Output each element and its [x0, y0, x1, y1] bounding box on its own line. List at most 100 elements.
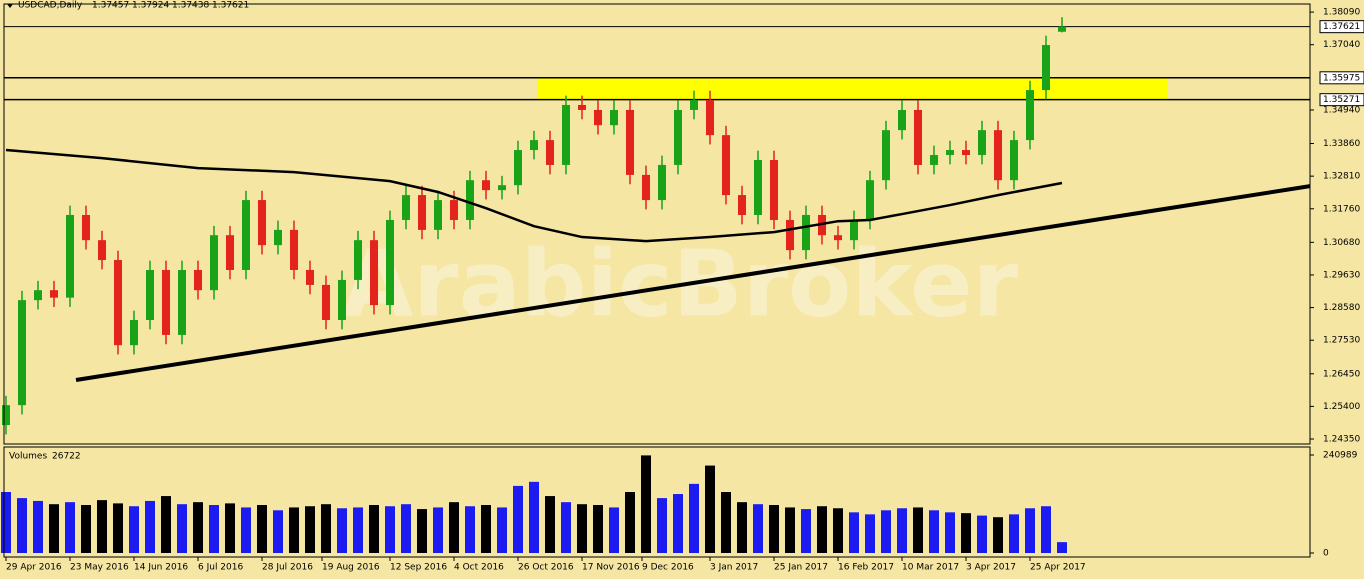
- candle-body: [578, 104, 586, 110]
- volume-y-tick-label: 240989: [1323, 451, 1358, 461]
- volume-bar: [545, 496, 555, 553]
- volume-bar: [401, 504, 411, 553]
- volume-bar: [673, 494, 683, 553]
- candle-body: [258, 200, 266, 246]
- candle-body: [706, 100, 714, 136]
- volume-bar: [897, 508, 907, 553]
- x-tick-label: 12 Sep 2016: [390, 563, 447, 573]
- candle-body: [98, 240, 106, 261]
- candle-body: [386, 219, 394, 306]
- volume-bar: [337, 508, 347, 553]
- x-tick-label: 25 Jan 2017: [774, 563, 828, 573]
- volume-bar: [753, 504, 763, 553]
- volume-bar: [65, 502, 75, 553]
- volume-bar: [497, 507, 507, 553]
- candle-body: [962, 150, 970, 156]
- y-tick-label: 1.29630: [1323, 270, 1360, 280]
- x-tick-label: 19 Aug 2016: [322, 563, 380, 573]
- x-tick-label: 14 Jun 2016: [134, 563, 188, 573]
- candle-body: [18, 300, 26, 406]
- y-tick-label: 1.32810: [1323, 172, 1360, 182]
- volume-last: 26722: [52, 452, 81, 462]
- candle-body: [690, 100, 698, 110]
- volume-y-tick-label: 0: [1323, 549, 1329, 559]
- y-tick-label: 1.28580: [1323, 303, 1360, 313]
- volume-bar: [353, 507, 363, 553]
- candle-body: [162, 269, 170, 335]
- candle-body: [658, 164, 666, 201]
- volume-bar: [641, 455, 651, 553]
- volume-bar: [273, 510, 283, 553]
- volume-bar: [705, 465, 715, 553]
- candle-body: [450, 200, 458, 220]
- x-tick-label: 4 Oct 2016: [454, 563, 504, 573]
- volume-bar: [225, 503, 235, 553]
- volume-bar: [609, 507, 619, 553]
- candle-body: [562, 104, 570, 165]
- candle-body: [1042, 45, 1050, 91]
- x-tick-label: 17 Nov 2016: [582, 563, 640, 573]
- candle-body: [642, 174, 650, 201]
- candle-body: [482, 180, 490, 191]
- x-tick-label: 16 Feb 2017: [838, 563, 894, 573]
- volume-bar: [289, 507, 299, 553]
- volume-bar: [961, 513, 971, 553]
- volume-bar: [305, 506, 315, 553]
- candle-body: [210, 235, 218, 291]
- volume-bar: [129, 506, 139, 553]
- candle-body: [338, 279, 346, 321]
- candle-body: [66, 214, 74, 298]
- volume-bar: [977, 515, 987, 553]
- candle-body: [674, 109, 682, 165]
- volume-bar: [1009, 514, 1019, 553]
- volume-bar: [241, 507, 251, 553]
- volume-bar: [945, 512, 955, 553]
- y-tick-label: 1.24350: [1323, 435, 1360, 445]
- volume-bar: [209, 505, 219, 553]
- candle-body: [2, 405, 10, 426]
- candle-body: [930, 155, 938, 165]
- candle-body: [978, 130, 986, 156]
- volume-frame: [3, 446, 1311, 558]
- candle-body: [1026, 90, 1034, 141]
- volume-bar: [913, 507, 923, 553]
- volume-bar: [657, 498, 667, 553]
- volume-bar: [1041, 506, 1051, 553]
- volume-bar: [577, 504, 587, 553]
- volume-bar: [49, 504, 59, 553]
- price-label-box: [1319, 20, 1364, 34]
- volume-bar: [161, 496, 171, 553]
- volume-bar: [785, 507, 795, 553]
- y-tick-label: 1.34940: [1323, 105, 1360, 115]
- y-tick-label: 1.31760: [1323, 204, 1360, 214]
- y-tick-label: 1.33860: [1323, 139, 1360, 149]
- x-tick-label: 3 Jan 2017: [710, 563, 758, 573]
- level-label-box: [1319, 93, 1364, 107]
- volume-panel: 0 240989: [1, 451, 1358, 559]
- volume-bar: [881, 510, 891, 553]
- candle-body: [274, 229, 282, 246]
- menu-icon[interactable]: [7, 4, 13, 8]
- x-tick-label: 23 May 2016: [70, 563, 129, 573]
- volume-bar: [321, 504, 331, 553]
- candle-body: [82, 214, 90, 241]
- volume-bar: [449, 502, 459, 553]
- header-high: 1.37924: [132, 1, 169, 11]
- y-tick-label: 1.37040: [1323, 40, 1360, 50]
- x-tick-label: 10 Mar 2017: [902, 563, 959, 573]
- header-low: 1.37438: [172, 1, 209, 11]
- x-tick-label: 29 Apr 2016: [6, 563, 62, 573]
- volume-bar: [193, 502, 203, 553]
- candle-body: [34, 290, 42, 301]
- volume-bar: [433, 507, 443, 553]
- header-close: 1.37621: [212, 1, 249, 11]
- candle-body: [370, 240, 378, 306]
- volume-bar: [561, 502, 571, 553]
- candle-body: [802, 214, 810, 251]
- y-tick-label: 1.30680: [1323, 238, 1360, 248]
- volume-bar: [929, 510, 939, 553]
- symbol: USDCAD,Daily: [18, 1, 83, 11]
- x-tick-label: 6 Jul 2016: [198, 563, 243, 573]
- candle-body: [290, 229, 298, 270]
- volume-bar: [177, 504, 187, 553]
